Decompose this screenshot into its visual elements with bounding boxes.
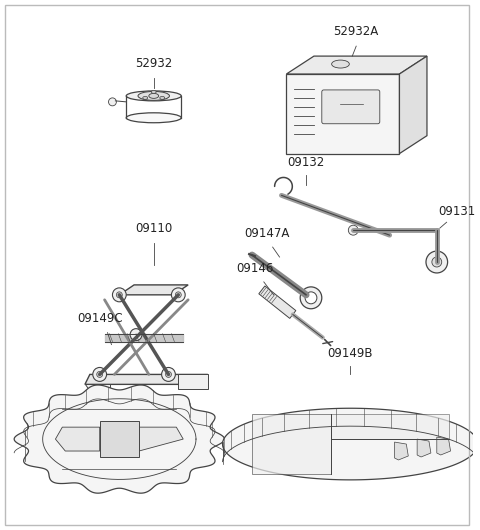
Circle shape	[432, 257, 442, 267]
Circle shape	[93, 367, 107, 382]
Ellipse shape	[126, 91, 181, 101]
Polygon shape	[85, 374, 208, 384]
Circle shape	[130, 329, 142, 341]
Text: 09146: 09146	[236, 262, 274, 275]
Polygon shape	[287, 74, 399, 154]
Text: 09147A: 09147A	[244, 227, 289, 240]
Polygon shape	[399, 56, 427, 154]
Ellipse shape	[138, 91, 169, 100]
Polygon shape	[437, 437, 451, 455]
Polygon shape	[178, 374, 208, 390]
Polygon shape	[14, 385, 225, 493]
Ellipse shape	[149, 93, 159, 99]
Circle shape	[116, 292, 122, 298]
Polygon shape	[331, 414, 449, 439]
Polygon shape	[287, 56, 427, 74]
Polygon shape	[252, 414, 331, 474]
Ellipse shape	[151, 91, 156, 93]
Circle shape	[426, 251, 448, 273]
Circle shape	[108, 98, 116, 106]
Text: 09131: 09131	[438, 205, 475, 218]
Polygon shape	[56, 427, 100, 451]
Polygon shape	[139, 427, 183, 451]
Polygon shape	[395, 442, 408, 460]
Polygon shape	[120, 285, 188, 295]
Ellipse shape	[126, 113, 181, 123]
Polygon shape	[417, 439, 431, 457]
Polygon shape	[223, 408, 478, 480]
Circle shape	[97, 372, 103, 377]
Text: 09149C: 09149C	[77, 312, 122, 325]
Ellipse shape	[160, 96, 165, 99]
Ellipse shape	[143, 96, 148, 99]
Circle shape	[112, 288, 126, 302]
Polygon shape	[259, 286, 296, 319]
Text: 09110: 09110	[135, 222, 172, 235]
Circle shape	[162, 367, 175, 382]
Text: 09132: 09132	[288, 155, 324, 169]
Circle shape	[175, 292, 181, 298]
FancyBboxPatch shape	[322, 90, 380, 123]
Ellipse shape	[332, 60, 349, 68]
Text: 52932: 52932	[135, 57, 172, 70]
Polygon shape	[100, 421, 139, 457]
Text: 09149B: 09149B	[327, 347, 373, 359]
Circle shape	[300, 287, 322, 309]
Text: 52932A: 52932A	[334, 25, 379, 38]
Polygon shape	[85, 384, 109, 399]
Circle shape	[166, 372, 171, 377]
Circle shape	[171, 288, 185, 302]
Circle shape	[348, 225, 358, 235]
Circle shape	[305, 292, 317, 304]
